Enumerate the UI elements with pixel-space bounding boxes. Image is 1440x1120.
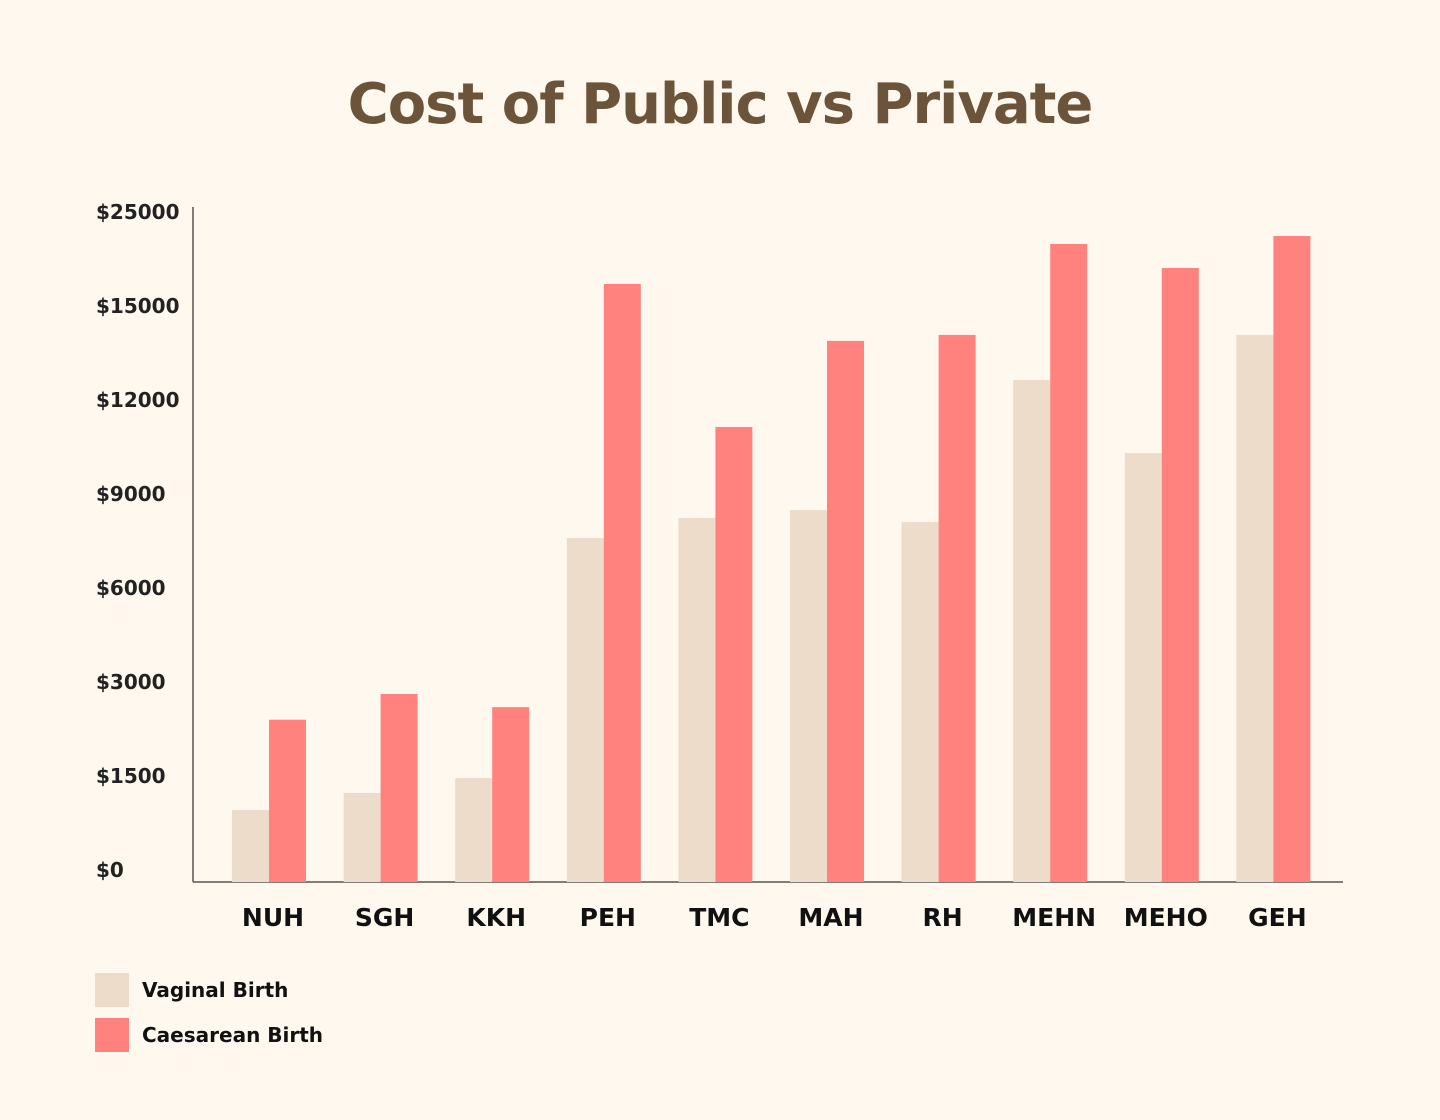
x-tick-label: KKH xyxy=(466,903,526,932)
bar-caesarean-geh xyxy=(1273,236,1311,883)
bar-vaginal-geh xyxy=(1236,334,1274,882)
x-tick-label: MEHO xyxy=(1124,903,1208,932)
y-tick-label: $12000 xyxy=(96,388,180,412)
bar-caesarean-sgh xyxy=(380,694,418,882)
y-tick-label: $1500 xyxy=(96,764,166,788)
y-tick-label: $15000 xyxy=(96,294,180,318)
bar-caesarean-kkh xyxy=(492,707,530,882)
legend-swatch-vaginal xyxy=(95,973,129,1007)
bar-caesarean-mah xyxy=(827,340,864,883)
x-tick-label: RH xyxy=(923,903,963,932)
legend-item-vaginal: Vaginal Birth xyxy=(95,973,288,1007)
bar-vaginal-kkh xyxy=(455,777,493,882)
bar-caesarean-rh xyxy=(938,334,976,882)
x-tick-label: MEHN xyxy=(1012,903,1096,932)
bar-caesarean-meho xyxy=(1161,267,1199,882)
x-tick-label: MAH xyxy=(798,903,863,932)
chart-title: Cost of Public vs Private xyxy=(347,72,1094,137)
y-tick-label: $9000 xyxy=(96,482,166,506)
x-tick-label: GEH xyxy=(1248,903,1307,932)
bar-vaginal-mehn xyxy=(1013,380,1051,882)
bar-caesarean-tmc xyxy=(715,427,753,882)
bar-vaginal-meho xyxy=(1124,453,1162,882)
bar-vaginal-sgh xyxy=(343,793,381,882)
bar-caesarean-nuh xyxy=(269,719,306,882)
x-tick-label: TMC xyxy=(689,903,749,932)
legend-item-caesarean: Caesarean Birth xyxy=(95,1018,323,1052)
bar-caesarean-mehn xyxy=(1050,244,1088,883)
bar-vaginal-tmc xyxy=(678,517,716,882)
y-tick-label: $0 xyxy=(96,858,124,882)
legend-swatch-caesarean xyxy=(95,1018,129,1052)
x-tick-label: NUH xyxy=(242,903,304,932)
y-tick-label: $6000 xyxy=(96,576,166,600)
bar-caesarean-peh xyxy=(603,283,641,882)
y-tick-label: $3000 xyxy=(96,670,166,694)
bar-vaginal-peh xyxy=(566,537,604,882)
y-tick-label: $25000 xyxy=(96,200,180,224)
legend-label-vaginal: Vaginal Birth xyxy=(142,978,289,1002)
x-tick-label: SGH xyxy=(355,903,414,932)
bar-vaginal-nuh xyxy=(232,809,269,882)
bar-vaginal-mah xyxy=(790,510,827,882)
x-tick-label: PEH xyxy=(580,903,636,932)
legend-label-caesarean: Caesarean Birth xyxy=(142,1023,324,1047)
bar-vaginal-rh xyxy=(901,521,939,882)
